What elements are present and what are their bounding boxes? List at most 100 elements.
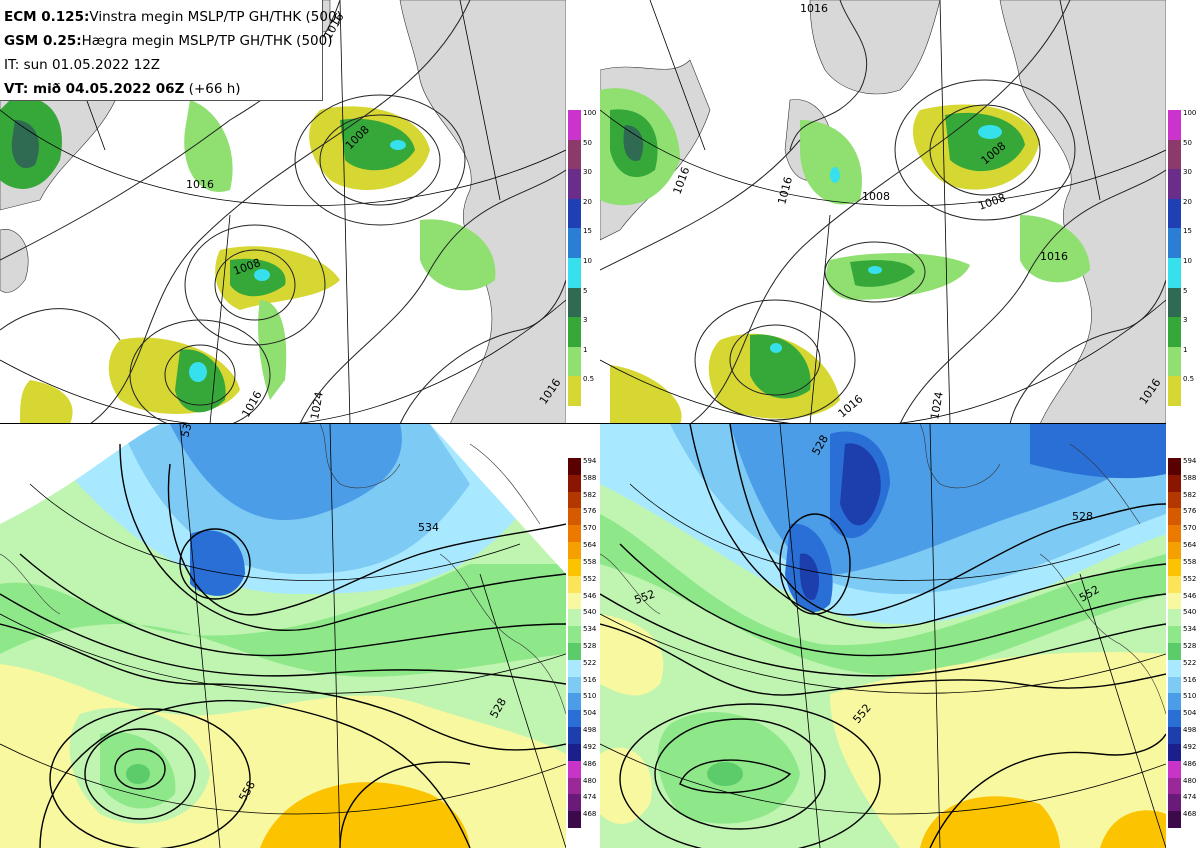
- colorbar-swatch: [568, 727, 581, 745]
- colorbar-swatch: [1168, 592, 1181, 610]
- colorbar-label: 100: [1183, 109, 1197, 117]
- colorbar-label: 30: [1183, 168, 1192, 177]
- colorbar-label: 474: [1183, 793, 1197, 802]
- colorbar-swatch: [1168, 376, 1181, 407]
- colorbar-swatch: [1168, 258, 1181, 288]
- colorbar-label: 522: [583, 658, 597, 667]
- panel-divider-horizontal: [0, 423, 1166, 424]
- colorbar-label: 15: [1183, 227, 1192, 236]
- colorbar-swatch: [1168, 760, 1181, 778]
- colorbar-swatch: [568, 491, 581, 509]
- gsm-isobars: [600, 0, 1166, 424]
- info-line-valid-time: VT: mið 04.05.2022 06Z (+66 h): [4, 81, 241, 97]
- thickness-colorbar-right: 594 588 582 576 570 564 558 552 546 540 534 528 522 5…: [1168, 457, 1200, 829]
- colorbar-label: 3: [1183, 316, 1188, 325]
- colorbar-label: 5: [1183, 286, 1188, 295]
- colorbar-label: 576: [1183, 507, 1197, 516]
- precip-colorbar: 100 50 30 20 15 10 5 3 1 0.5: [568, 109, 602, 407]
- ecm-precip: [0, 97, 496, 424]
- colorbar-label: 480: [1183, 776, 1197, 785]
- colorbar-label: 3: [583, 316, 588, 325]
- colorbar-label: 20: [583, 197, 592, 206]
- info-line-ecm: ECM 0.125:Vinstra megin MSLP/TP GH/THK (…: [4, 9, 342, 25]
- colorbar-swatch: [568, 525, 581, 543]
- colorbar-swatch: [568, 592, 581, 610]
- colorbar-swatch: [1168, 458, 1181, 475]
- colorbar-label: 576: [583, 507, 597, 516]
- colorbar-swatch: [1168, 346, 1181, 377]
- colorbar-label: 528: [1183, 642, 1197, 650]
- colorbar-swatch: [1168, 743, 1181, 761]
- colorbar-swatch: [568, 139, 581, 170]
- gsm-mslp-map: 1016 1008 1008 1008 1016 1016 1016 1024 …: [600, 0, 1166, 424]
- colorbar-swatch: [1168, 169, 1181, 200]
- colorbar-swatch: [568, 508, 581, 526]
- colorbar-label: 1: [583, 345, 588, 354]
- colorbar-swatch: [1168, 317, 1181, 348]
- colorbar-label: 540: [583, 608, 597, 617]
- ecm-thickness-map: 534 534 558 528: [0, 424, 566, 848]
- colorbar-swatch: [568, 346, 581, 377]
- svg-text:1008: 1008: [862, 190, 890, 203]
- colorbar-label: 0.5: [583, 375, 595, 384]
- colorbar-label: 492: [583, 742, 597, 751]
- colorbar-label: 570: [583, 524, 597, 533]
- colorbar-swatch: [1168, 777, 1181, 795]
- colorbar-label: 582: [583, 490, 597, 499]
- colorbar-label: 534: [1183, 625, 1197, 634]
- colorbar-swatch: [1168, 727, 1181, 745]
- colorbar-swatch: [568, 609, 581, 627]
- gsm-thk-graticule: [600, 424, 1166, 848]
- colorbar-swatch: [1168, 811, 1181, 829]
- colorbar-swatch: [1168, 110, 1181, 140]
- colorbar-label: 594: [583, 457, 597, 465]
- colorbar-label: 594: [1183, 457, 1197, 465]
- colorbar-swatch: [568, 458, 581, 475]
- gsm-mslp-panel: 1016 1008 1008 1008 1016 1016 1016 1024 …: [600, 0, 1166, 424]
- colorbar-swatch: [1168, 287, 1181, 318]
- svg-text:1024: 1024: [308, 391, 326, 421]
- colorbar-swatch: [568, 317, 581, 348]
- colorbar-label: 50: [1183, 138, 1192, 147]
- colorbar-swatch: [568, 228, 581, 259]
- colorbar-label: 10: [583, 257, 592, 265]
- colorbar-swatch: [568, 794, 581, 812]
- colorbar-label: 468: [583, 810, 597, 819]
- svg-text:534: 534: [178, 424, 196, 439]
- colorbar-label: 564: [1183, 541, 1197, 550]
- colorbar-label: 468: [1183, 810, 1197, 819]
- colorbar-swatch: [1168, 676, 1181, 694]
- colorbar-swatch: [568, 743, 581, 761]
- colorbar-label: 558: [583, 557, 597, 566]
- colorbar-label: 570: [1183, 524, 1197, 533]
- ecm-thk-graticule: [0, 424, 566, 848]
- gsm-thickness-fill: [600, 424, 1166, 848]
- svg-text:1016: 1016: [800, 2, 828, 15]
- colorbar-swatch: [1168, 575, 1181, 593]
- colorbar-swatch: [568, 376, 581, 407]
- colorbar-label: 5: [583, 286, 588, 295]
- colorbar-label: 516: [583, 675, 597, 684]
- colorbar-swatch: [568, 659, 581, 677]
- info-box: ECM 0.125:Vinstra megin MSLP/TP GH/THK (…: [0, 0, 342, 101]
- ecm-isobars: [0, 0, 566, 424]
- colorbar-swatch: [1168, 710, 1181, 728]
- colorbar-swatch: [568, 626, 581, 644]
- ecm-thk-coast: [0, 424, 566, 715]
- ecm-thickness-fill: [0, 424, 566, 848]
- colorbar-swatch: [1168, 491, 1181, 509]
- colorbar-label: 510: [583, 692, 597, 701]
- colorbar-label: 1: [1183, 345, 1188, 354]
- ecm-thk-contours: [0, 443, 566, 848]
- ecm-thickness-panel: 534 534 558 528: [0, 424, 566, 848]
- colorbar-label: 582: [1183, 490, 1197, 499]
- colorbar-label: 558: [1183, 557, 1197, 566]
- colorbar-swatch: [1168, 198, 1181, 229]
- colorbar-swatch: [568, 760, 581, 778]
- colorbar-label: 534: [583, 625, 597, 634]
- colorbar-swatch: [1168, 626, 1181, 644]
- colorbar-swatch: [568, 777, 581, 795]
- colorbar-label: 522: [1183, 658, 1197, 667]
- colorbar-swatch: [568, 258, 581, 288]
- svg-text:1016: 1016: [1040, 250, 1068, 263]
